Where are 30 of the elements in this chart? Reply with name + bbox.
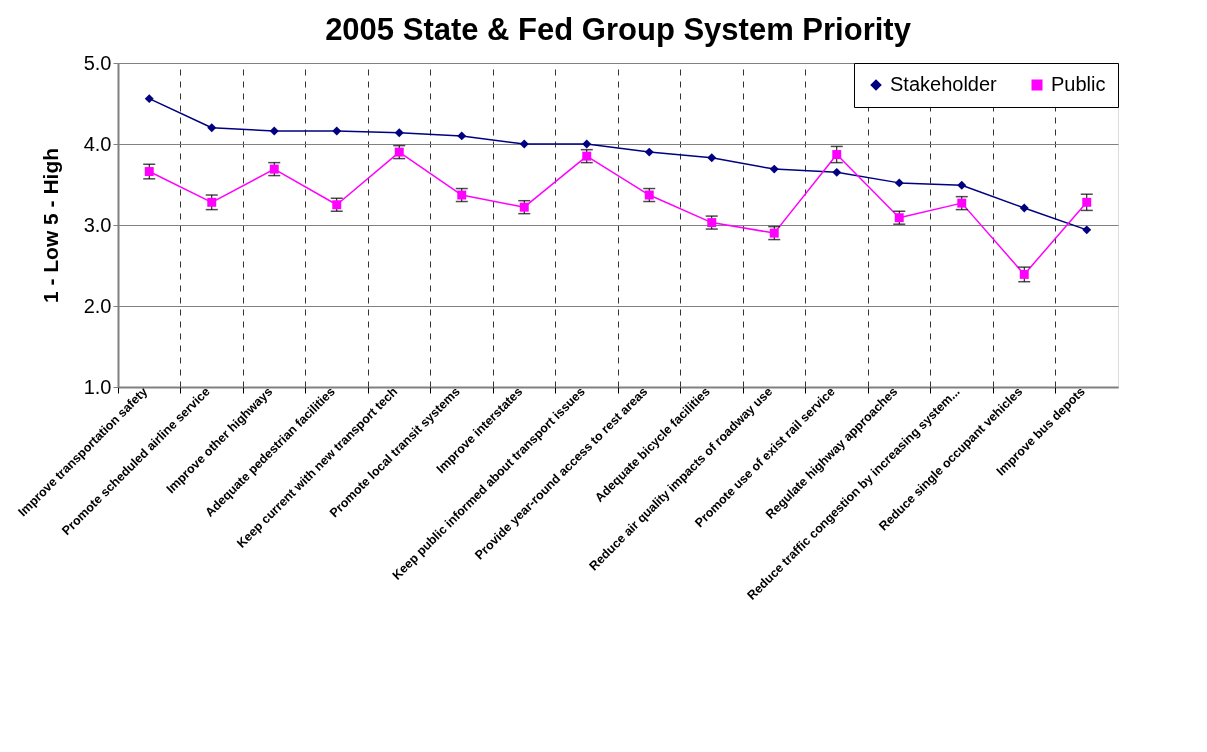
point xyxy=(582,139,592,149)
point xyxy=(957,180,967,190)
point xyxy=(1082,225,1092,235)
point xyxy=(332,126,342,136)
y-tick-label: 4.0 xyxy=(83,132,112,155)
point xyxy=(1082,197,1092,207)
point xyxy=(1019,203,1029,213)
point xyxy=(207,197,217,207)
point xyxy=(519,139,529,149)
y-tick-label: 3.0 xyxy=(83,213,112,236)
point xyxy=(644,147,654,157)
y-tick-label: 2.0 xyxy=(83,294,112,317)
point xyxy=(207,123,217,133)
point xyxy=(144,94,154,104)
legend-label: Public xyxy=(1051,73,1106,95)
point xyxy=(269,126,279,136)
legend-label: Stakeholder xyxy=(890,73,998,95)
point xyxy=(832,167,842,177)
point xyxy=(832,150,842,159)
point xyxy=(707,153,717,163)
point xyxy=(769,164,779,174)
point xyxy=(457,131,467,141)
chart-title: 2005 State & Fed Group System Priority xyxy=(325,12,912,47)
y-tick-label: 5.0 xyxy=(83,51,112,74)
point xyxy=(394,128,404,138)
point xyxy=(1019,269,1029,279)
point xyxy=(144,167,154,177)
y-tick-label: 1.0 xyxy=(83,375,112,398)
y-axis-title: 1 - Low 5 - High xyxy=(38,147,62,304)
point xyxy=(894,178,904,188)
